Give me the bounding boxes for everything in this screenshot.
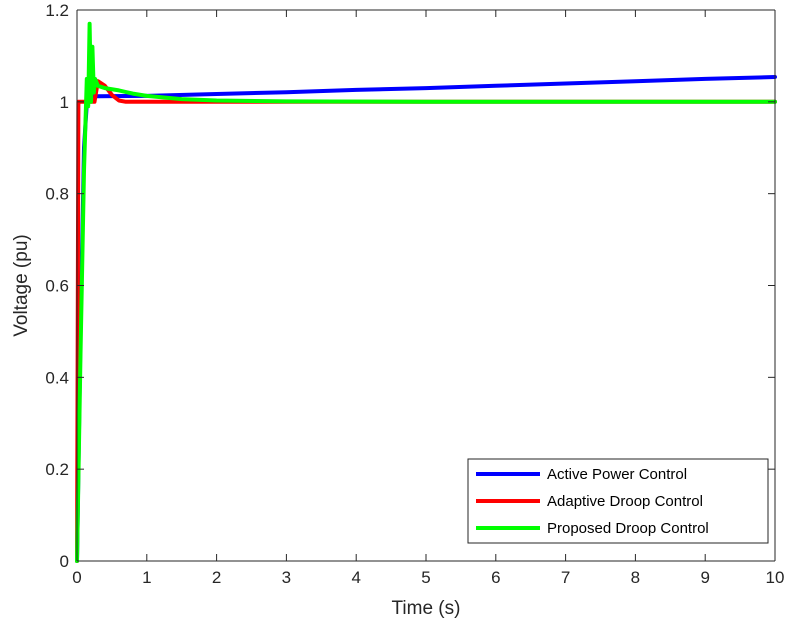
- x-tick-label: 3: [282, 568, 291, 587]
- axes-layer: [76, 9, 776, 562]
- x-axis-title: Time (s): [392, 598, 461, 619]
- y-tick-label: 1: [60, 93, 69, 112]
- y-tick-label: 1.2: [45, 1, 69, 20]
- tick-labels-layer: 0 1 2 3 4 5 6 7 8 9 10 0 0.2 0.4 0.6 0.8 1 1.2: [45, 1, 784, 587]
- y-tick-label: 0: [60, 552, 69, 571]
- legend-label-proposed-droop: Proposed Droop Control: [547, 520, 709, 537]
- x-tick-label: 2: [212, 568, 221, 587]
- x-tick-label: 9: [700, 568, 709, 587]
- legend-label-adaptive-droop: Adaptive Droop Control: [547, 493, 703, 510]
- x-tick-label: 6: [491, 568, 500, 587]
- x-tick-label: 5: [421, 568, 430, 587]
- x-tick-label: 4: [351, 568, 360, 587]
- series-line-proposed-droop: [75, 21, 777, 563]
- x-tick-label: 1: [142, 568, 151, 587]
- x-tick-label: 8: [631, 568, 640, 587]
- legend: Active Power Control Adaptive Droop Cont…: [467, 458, 769, 544]
- x-tick-label: 0: [72, 568, 81, 587]
- y-tick-label: 0.6: [45, 277, 69, 296]
- y-axis-title: Voltage (pu): [11, 234, 32, 336]
- x-tick-label: 7: [561, 568, 570, 587]
- y-tick-label: 0.4: [45, 368, 69, 387]
- y-tick-label: 0.8: [45, 185, 69, 204]
- legend-label-active-power: Active Power Control: [547, 466, 687, 483]
- y-tick-label: 0.2: [45, 460, 69, 479]
- x-tick-label: 10: [766, 568, 785, 587]
